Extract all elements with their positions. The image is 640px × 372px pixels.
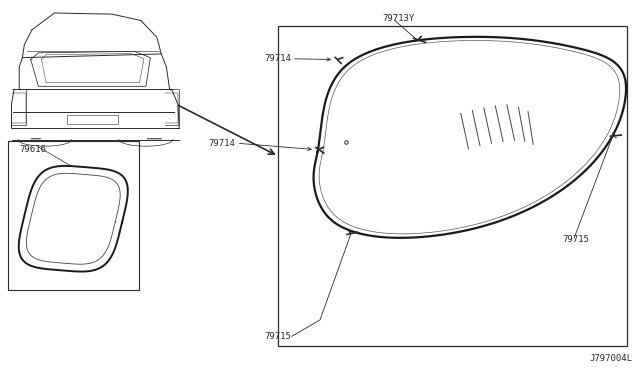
Text: 79616: 79616 [19, 145, 46, 154]
Text: 79713Y: 79713Y [382, 14, 414, 23]
Bar [67, 115, 118, 124]
Text: 79715: 79715 [562, 235, 589, 244]
Bar [278, 26, 627, 346]
Text: 79714: 79714 [264, 54, 291, 63]
Text: J797004L: J797004L [589, 354, 632, 363]
Text: 79715: 79715 [264, 332, 291, 341]
Text: 79714: 79714 [209, 139, 236, 148]
Bar [8, 141, 139, 290]
